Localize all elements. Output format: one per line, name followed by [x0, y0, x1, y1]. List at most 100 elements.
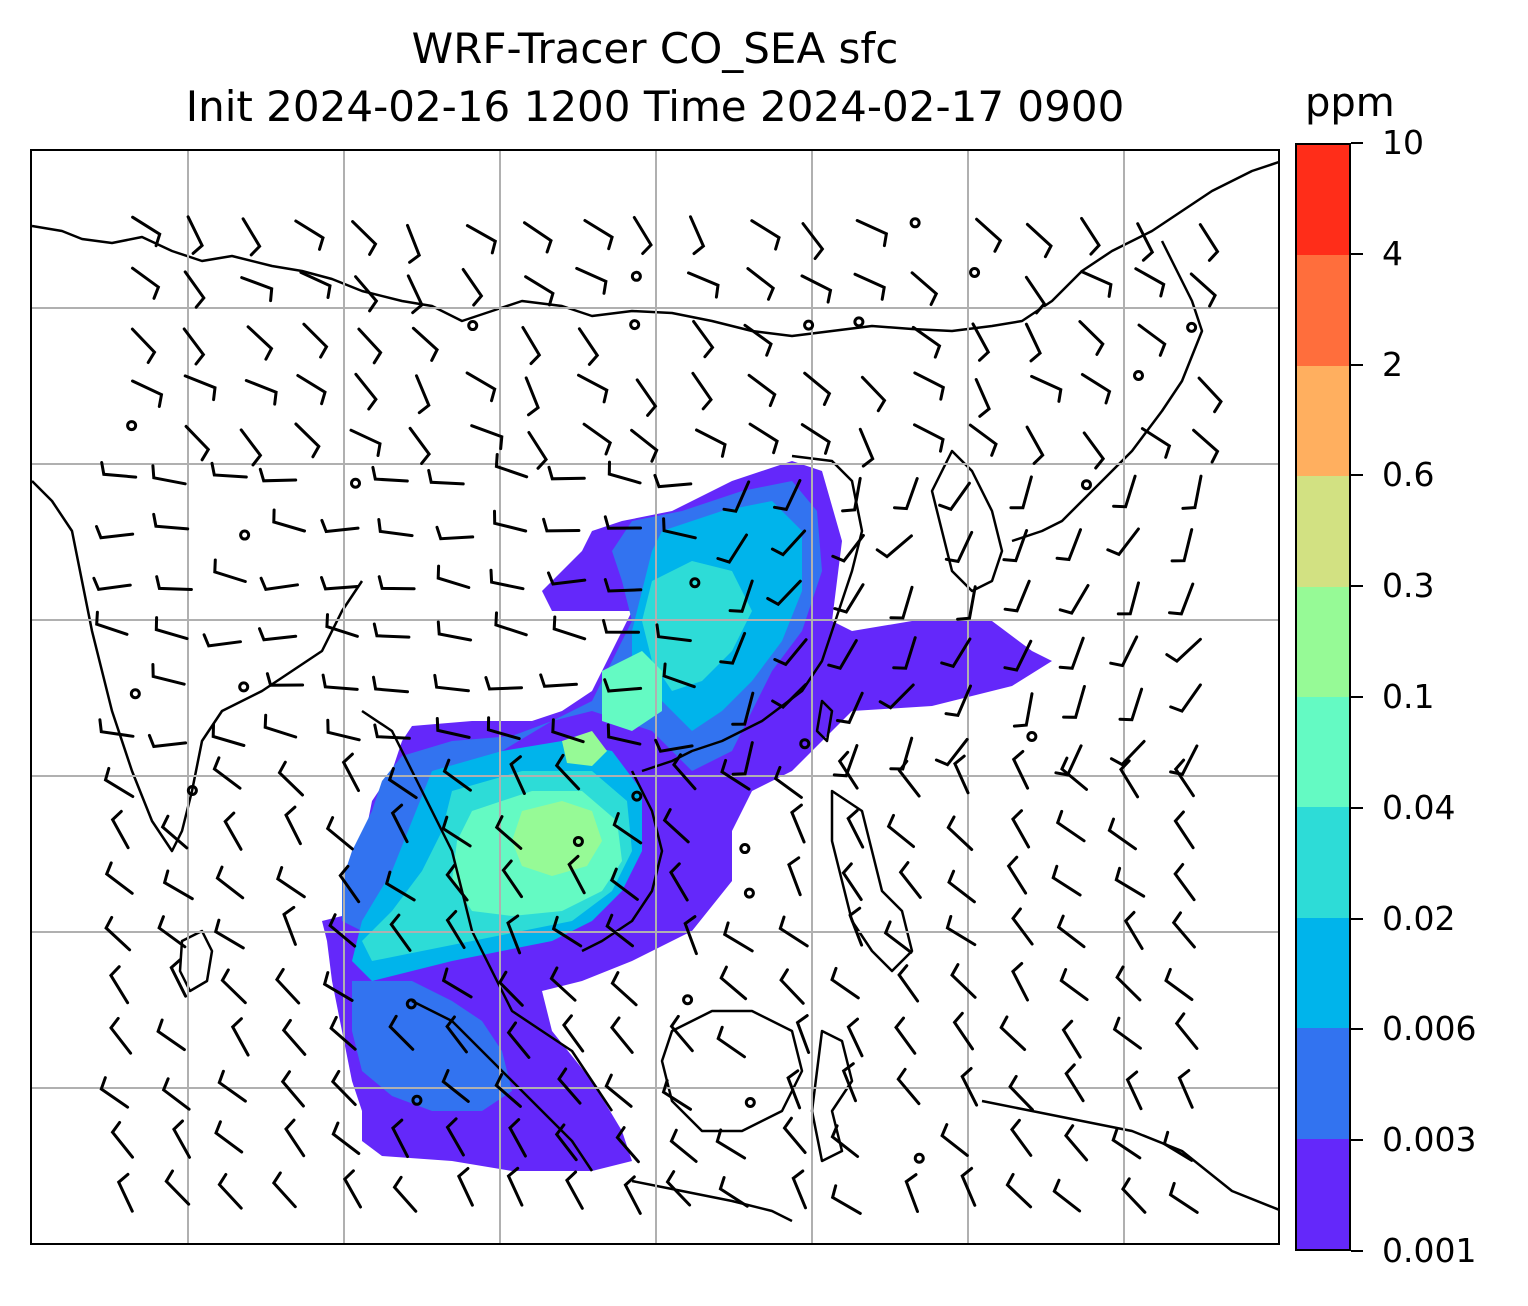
wind-barb	[1025, 222, 1053, 259]
wind-barb	[623, 1175, 642, 1215]
wind-barb	[746, 267, 776, 301]
calm-wind-marker	[405, 998, 417, 1010]
wind-barb	[95, 610, 129, 636]
wind-barb	[669, 1014, 694, 1053]
colorbar-tick-label: 0.02	[1382, 898, 1456, 938]
colorbar-unit-label: ppm	[1305, 80, 1395, 126]
wind-barb	[258, 627, 298, 642]
wind-barb	[782, 1116, 807, 1154]
wind-barb	[833, 583, 865, 614]
wind-barb	[1134, 267, 1166, 298]
colorbar-tick	[1351, 142, 1363, 144]
wind-barb	[743, 323, 773, 357]
wind-barb	[230, 1017, 250, 1057]
colorbar-segment	[1297, 917, 1349, 1029]
colorbar-tick	[1351, 806, 1363, 809]
wind-barb	[329, 1015, 357, 1051]
wind-barb	[372, 622, 411, 639]
wind-barb	[103, 766, 135, 798]
wind-barb	[731, 741, 754, 776]
wind-barb	[275, 967, 301, 1005]
wind-barb	[328, 913, 357, 948]
calm-wind-marker	[350, 477, 362, 489]
wind-barb	[182, 327, 206, 366]
wind-barb	[875, 534, 913, 559]
wind-barb	[790, 803, 806, 844]
calm-wind-marker	[689, 577, 701, 589]
wind-barb	[577, 373, 609, 404]
wind-barb	[554, 1123, 578, 1162]
wind-barb	[1114, 866, 1146, 898]
wind-barb	[258, 467, 298, 483]
wind-barb	[1011, 962, 1029, 1002]
wind-barb	[800, 274, 833, 304]
wind-barb	[1162, 1130, 1194, 1162]
calm-wind-marker	[969, 267, 981, 279]
wind-barb	[354, 275, 379, 313]
colorbar-segment	[1297, 255, 1349, 366]
calm-wind-marker	[126, 420, 138, 432]
wind-barb	[433, 673, 470, 693]
calm-wind-marker	[1026, 730, 1038, 742]
wind-barb	[183, 270, 206, 309]
wind-barb	[910, 271, 939, 306]
wind-barb	[950, 963, 977, 999]
wind-barb	[766, 579, 802, 607]
wind-barb	[960, 1067, 979, 1107]
wind-barb	[1080, 216, 1101, 256]
wind-barb	[953, 754, 970, 795]
wind-barb	[1002, 529, 1029, 563]
wind-barb	[893, 477, 919, 511]
wind-barb	[1082, 431, 1106, 470]
wind-barb	[441, 1069, 470, 1103]
wind-barb	[524, 275, 555, 307]
wind-barb	[800, 423, 831, 455]
wind-barb	[661, 1079, 692, 1111]
wind-barb	[470, 424, 504, 451]
wind-barb	[325, 816, 354, 851]
wind-barb	[1171, 911, 1196, 949]
wind-barb	[99, 1076, 130, 1109]
colorbar-tick-label: 0.006	[1382, 1009, 1477, 1049]
wind-barb	[109, 1016, 133, 1055]
wind-barb	[1064, 1063, 1085, 1103]
wind-barb	[456, 1167, 474, 1207]
colorbar-segment	[1297, 365, 1349, 477]
wind-barb	[320, 576, 359, 591]
wind-barb	[217, 1069, 247, 1103]
wind-barb	[897, 964, 920, 1003]
wind-barb	[557, 1067, 582, 1105]
wind-barb	[1008, 1074, 1034, 1112]
calm-wind-marker	[631, 790, 643, 802]
colorbar-tick-label: 0.1	[1382, 677, 1435, 716]
coastline-vietnam	[581, 770, 664, 953]
wind-barb	[1192, 428, 1220, 464]
map-panel	[30, 149, 1280, 1245]
wind-barb	[326, 718, 361, 742]
wind-barb	[662, 808, 690, 844]
wind-barb	[338, 864, 361, 904]
wind-barb	[946, 815, 974, 851]
wind-barb	[718, 1176, 749, 1208]
wind-barb	[160, 814, 189, 850]
wind-barb	[406, 223, 422, 264]
calm-wind-marker	[629, 319, 641, 331]
wind-barb	[549, 966, 577, 1002]
wind-barb	[683, 915, 698, 956]
wind-barb	[276, 866, 306, 899]
wind-barb	[442, 758, 472, 792]
wind-barb	[575, 266, 608, 295]
coastline-java	[631, 1179, 793, 1223]
wind-barb	[1121, 1177, 1147, 1214]
wind-barb	[92, 576, 132, 592]
wind-barb	[883, 920, 913, 954]
wind-barb	[669, 862, 689, 902]
wind-barb	[240, 276, 274, 303]
wind-barb	[1189, 272, 1217, 308]
wind-barb	[155, 575, 193, 591]
wind-barb	[886, 813, 915, 848]
wind-barb	[131, 215, 162, 248]
wind-barb	[841, 476, 862, 513]
wind-barb	[722, 921, 754, 953]
wind-barb	[603, 678, 643, 693]
